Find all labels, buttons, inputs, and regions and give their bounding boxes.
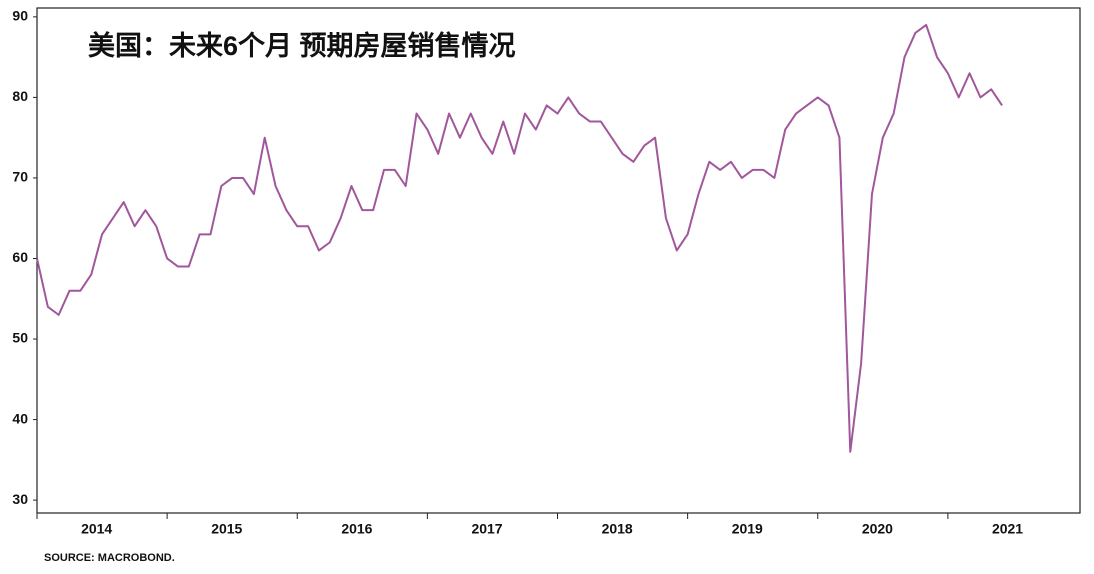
x-tick-label: 2018	[602, 521, 633, 537]
y-tick-label: 80	[12, 88, 28, 104]
y-tick-label: 60	[12, 249, 28, 265]
x-tick-label: 2015	[211, 521, 242, 537]
y-tick-label: 70	[12, 169, 28, 185]
y-tick-label: 50	[12, 330, 28, 346]
x-tick-label: 2020	[862, 521, 893, 537]
y-tick-label: 40	[12, 410, 28, 426]
plot-frame	[36, 7, 1081, 514]
x-tick-label: 2017	[471, 521, 502, 537]
y-tick-label: 30	[12, 491, 28, 507]
data-line	[36, 23, 1003, 453]
x-tick-label: 2019	[732, 521, 763, 537]
source-note: SOURCE: MACROBOND.	[44, 552, 175, 564]
chart-title: 美国：未来6个月 预期房屋销售情况	[88, 30, 516, 61]
y-tick-label: 90	[12, 8, 28, 24]
x-tick-label: 2014	[81, 521, 112, 537]
x-tick-label: 2016	[341, 521, 372, 537]
x-tick-label: 2021	[992, 521, 1023, 537]
